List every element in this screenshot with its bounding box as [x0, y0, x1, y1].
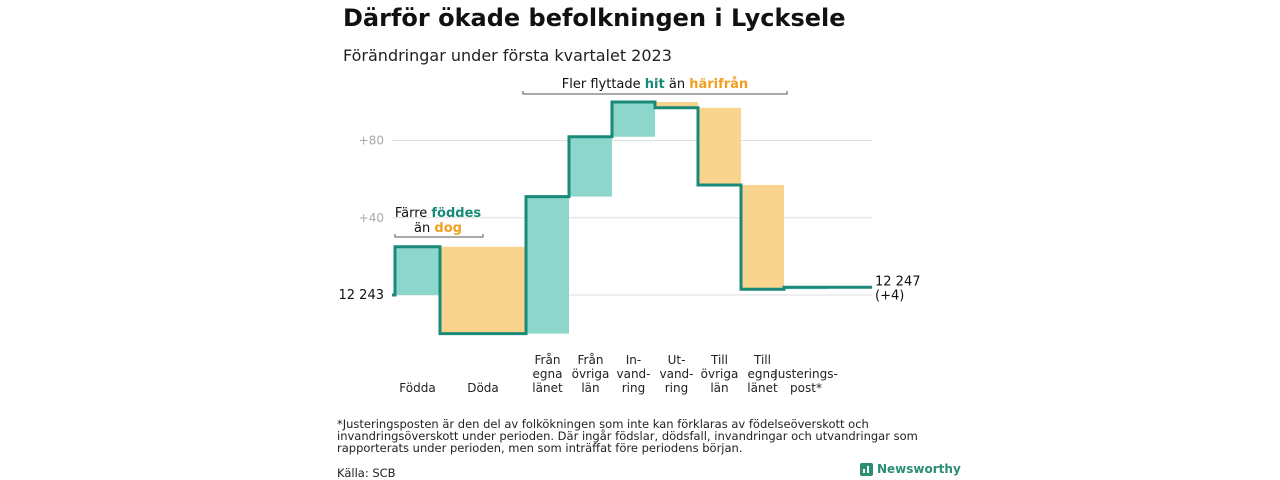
annotation-part: än: [665, 77, 689, 92]
annotation-part: än: [414, 221, 434, 236]
bar-chart-icon: [860, 462, 873, 476]
category-label: Födda: [399, 381, 435, 395]
category-label: egna: [533, 367, 563, 381]
category-label: län: [581, 381, 599, 395]
annotation-births-deaths: än dog: [414, 221, 462, 236]
category-label: län: [710, 381, 728, 395]
brand-logo: Newsworthy: [860, 462, 961, 476]
category-label: Från: [578, 353, 604, 367]
annotation-births-deaths: Färre föddes: [395, 206, 482, 221]
category-label: Döda: [467, 381, 499, 395]
chart-subtitle: Förändringar under första kvartalet 2023: [343, 46, 672, 65]
category-label: Till: [753, 353, 771, 367]
waterfall-bar: [612, 102, 655, 137]
category-label: ring: [665, 381, 689, 395]
category-label: In-: [626, 353, 641, 367]
annotation-bracket: [394, 234, 484, 238]
end-value-label: 12 247: [875, 274, 921, 289]
waterfall-bar: [741, 184, 784, 290]
annotation-migration: Fler flyttade hit än härifrån: [562, 77, 748, 92]
waterfall-bar: [569, 136, 612, 197]
category-label: Från: [535, 353, 561, 367]
waterfall-bar: [440, 246, 526, 334]
category-label: egna: [748, 367, 778, 381]
footnote: *Justeringsposten är den del av folkökni…: [337, 417, 918, 455]
annotation-bracket: [522, 91, 788, 95]
brand-name: Newsworthy: [877, 462, 961, 476]
chart-title: Därför ökade befolkningen i Lycksele: [343, 4, 846, 32]
waterfall-bar: [395, 246, 440, 295]
start-value-label: 12 243: [339, 288, 385, 303]
category-label: länet: [747, 381, 778, 395]
annotation-part: härifrån: [689, 77, 748, 92]
category-label: ring: [622, 381, 646, 395]
category-label: vand-: [659, 367, 693, 381]
category-label: Till: [710, 353, 728, 367]
category-label: Justerings-: [773, 367, 838, 381]
y-tick-label: +40: [359, 211, 384, 225]
waterfall-bar: [655, 102, 698, 108]
category-label: Ut-: [668, 353, 686, 367]
y-tick-label: +80: [359, 134, 384, 148]
annotation-part: dog: [434, 221, 462, 236]
category-label: länet: [532, 381, 563, 395]
annotation-part: föddes: [431, 206, 481, 221]
cumulative-line: [392, 100, 872, 336]
annotation-part: hit: [645, 77, 665, 92]
category-label: post*: [790, 381, 822, 395]
annotation-part: Färre: [395, 206, 432, 221]
category-label: vand-: [616, 367, 650, 381]
waterfall-bar: [526, 196, 569, 334]
annotation-part: Fler flyttade: [562, 77, 645, 92]
source-label: Källa: SCB: [337, 466, 396, 480]
end-change-label: (+4): [875, 288, 904, 303]
waterfall-bar: [698, 107, 741, 185]
category-label: övriga: [701, 367, 739, 381]
category-label: övriga: [572, 367, 610, 381]
